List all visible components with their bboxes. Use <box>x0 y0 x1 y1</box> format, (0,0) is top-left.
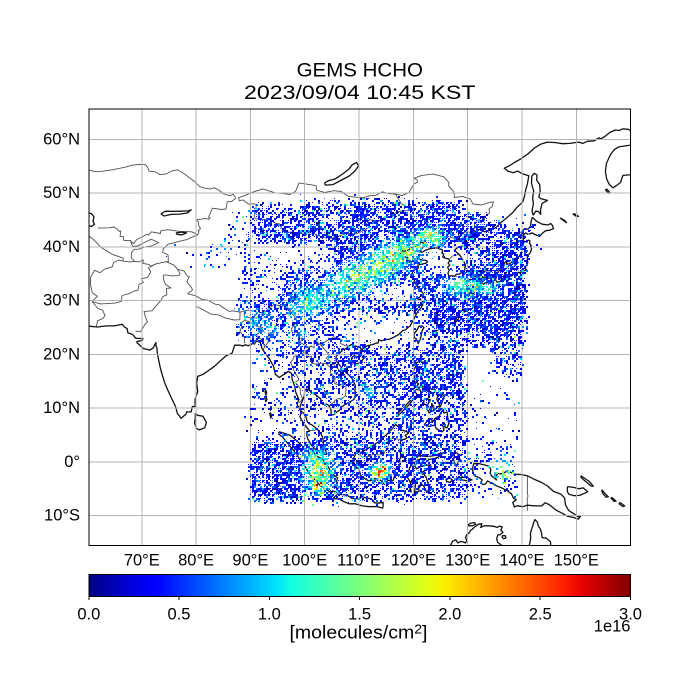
svg-text:110°E: 110°E <box>337 552 381 570</box>
svg-text:10°N: 10°N <box>43 399 80 417</box>
svg-text:1.0: 1.0 <box>258 606 281 624</box>
svg-text:GEMS HCHO: GEMS HCHO <box>297 60 423 81</box>
svg-text:80°E: 80°E <box>178 552 214 570</box>
svg-text:2023/09/04 10:45 KST: 2023/09/04 10:45 KST <box>244 83 476 104</box>
svg-text:150°E: 150°E <box>554 552 599 570</box>
svg-text:70°E: 70°E <box>124 552 160 570</box>
svg-text:2.0: 2.0 <box>438 606 461 624</box>
svg-text:130°E: 130°E <box>445 552 490 570</box>
svg-text:100°E: 100°E <box>282 552 327 570</box>
svg-text:[molecules/cm2]: [molecules/cm 2] <box>290 622 428 643</box>
svg-text:60°N: 60°N <box>43 130 80 148</box>
svg-text:10°S: 10°S <box>44 507 80 525</box>
svg-text:0°: 0° <box>64 453 80 471</box>
svg-text:0.0: 0.0 <box>77 606 100 624</box>
svg-text:1e16: 1e16 <box>594 617 631 635</box>
svg-text:50°N: 50°N <box>43 184 80 202</box>
svg-text:40°N: 40°N <box>43 238 80 256</box>
svg-text:20°N: 20°N <box>43 345 80 363</box>
svg-text:3.0: 3.0 <box>619 606 642 624</box>
svg-text:1.5: 1.5 <box>348 606 371 624</box>
svg-text:90°E: 90°E <box>232 552 268 570</box>
svg-text:140°E: 140°E <box>499 552 544 570</box>
svg-text:0.5: 0.5 <box>168 606 191 624</box>
svg-text:2.5: 2.5 <box>529 606 552 624</box>
svg-text:120°E: 120°E <box>391 552 436 570</box>
svg-text:30°N: 30°N <box>43 292 80 310</box>
